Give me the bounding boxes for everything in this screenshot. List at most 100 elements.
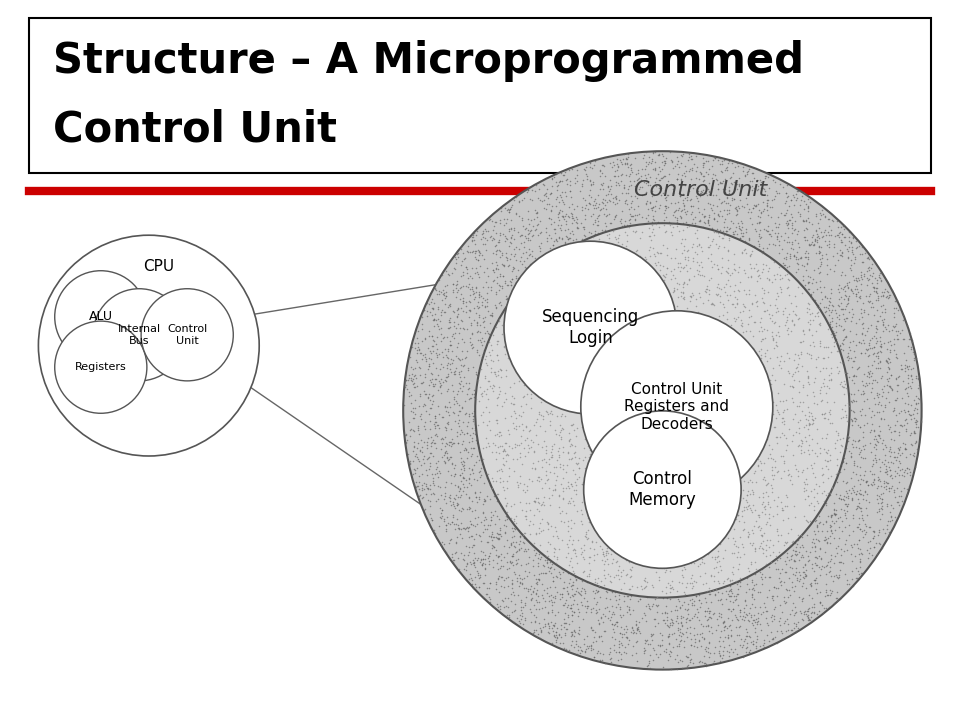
Point	[707, 409, 722, 420]
Point	[492, 430, 507, 441]
Point	[555, 423, 570, 434]
Point	[564, 583, 580, 595]
Point	[459, 267, 474, 279]
Point	[585, 426, 600, 438]
Point	[705, 168, 720, 180]
Point	[461, 377, 476, 389]
Point	[660, 387, 676, 398]
Point	[558, 594, 573, 606]
Point	[662, 384, 678, 395]
Point	[507, 522, 522, 534]
Point	[505, 526, 520, 537]
Point	[500, 353, 516, 364]
Point	[471, 250, 487, 261]
Point	[711, 428, 727, 439]
Point	[598, 585, 613, 597]
Point	[422, 508, 438, 520]
Point	[549, 289, 564, 301]
Point	[828, 443, 843, 454]
Point	[896, 310, 911, 321]
Point	[414, 318, 429, 330]
Point	[669, 512, 684, 523]
Point	[678, 166, 693, 177]
Point	[706, 435, 721, 446]
Point	[488, 576, 503, 588]
Point	[790, 349, 805, 361]
Point	[843, 395, 858, 407]
Point	[876, 325, 891, 336]
Point	[615, 496, 631, 508]
Point	[653, 174, 668, 186]
Point	[565, 351, 581, 362]
Point	[515, 607, 530, 618]
Point	[575, 552, 590, 563]
Point	[880, 357, 896, 369]
Point	[448, 350, 464, 361]
Point	[538, 226, 553, 238]
Point	[734, 338, 750, 349]
Point	[851, 235, 866, 247]
Point	[493, 371, 509, 382]
Point	[537, 595, 552, 607]
Point	[642, 390, 658, 402]
Point	[802, 418, 817, 429]
Point	[828, 550, 843, 562]
Point	[571, 366, 587, 377]
Point	[431, 423, 446, 434]
Point	[671, 484, 686, 495]
Point	[852, 443, 867, 454]
Point	[874, 289, 889, 301]
Point	[804, 607, 819, 618]
Point	[731, 311, 746, 323]
Point	[706, 214, 721, 225]
Point	[862, 264, 877, 276]
Point	[595, 414, 611, 426]
Point	[598, 610, 613, 621]
Point	[854, 549, 870, 560]
Point	[751, 460, 766, 472]
Point	[449, 497, 465, 508]
Point	[699, 284, 714, 295]
Point	[689, 161, 705, 173]
Point	[523, 616, 539, 628]
Point	[718, 213, 733, 225]
Point	[789, 251, 804, 263]
Point	[670, 593, 685, 605]
Point	[832, 340, 848, 351]
Point	[585, 396, 600, 408]
Point	[666, 264, 682, 275]
Point	[855, 388, 871, 400]
Point	[872, 362, 887, 374]
Point	[490, 510, 505, 521]
Point	[542, 500, 558, 511]
Point	[723, 590, 738, 602]
Point	[602, 157, 617, 168]
Point	[433, 513, 448, 524]
Point	[889, 302, 904, 314]
Point	[847, 435, 862, 446]
Point	[424, 369, 440, 380]
Point	[784, 536, 800, 548]
Point	[737, 445, 753, 456]
Point	[593, 300, 609, 312]
Point	[747, 392, 762, 404]
Point	[717, 241, 732, 253]
Point	[564, 630, 579, 642]
Point	[834, 266, 850, 278]
Point	[704, 182, 719, 194]
Point	[758, 559, 774, 570]
Point	[448, 536, 464, 547]
Point	[835, 456, 851, 468]
Point	[789, 310, 804, 321]
Point	[484, 539, 499, 551]
Point	[476, 266, 492, 278]
Point	[782, 590, 798, 601]
Point	[816, 377, 831, 389]
Point	[847, 253, 862, 265]
Point	[452, 328, 468, 339]
Point	[651, 150, 666, 161]
Circle shape	[504, 241, 677, 414]
Point	[701, 177, 716, 189]
Point	[852, 489, 868, 500]
Point	[531, 472, 546, 483]
